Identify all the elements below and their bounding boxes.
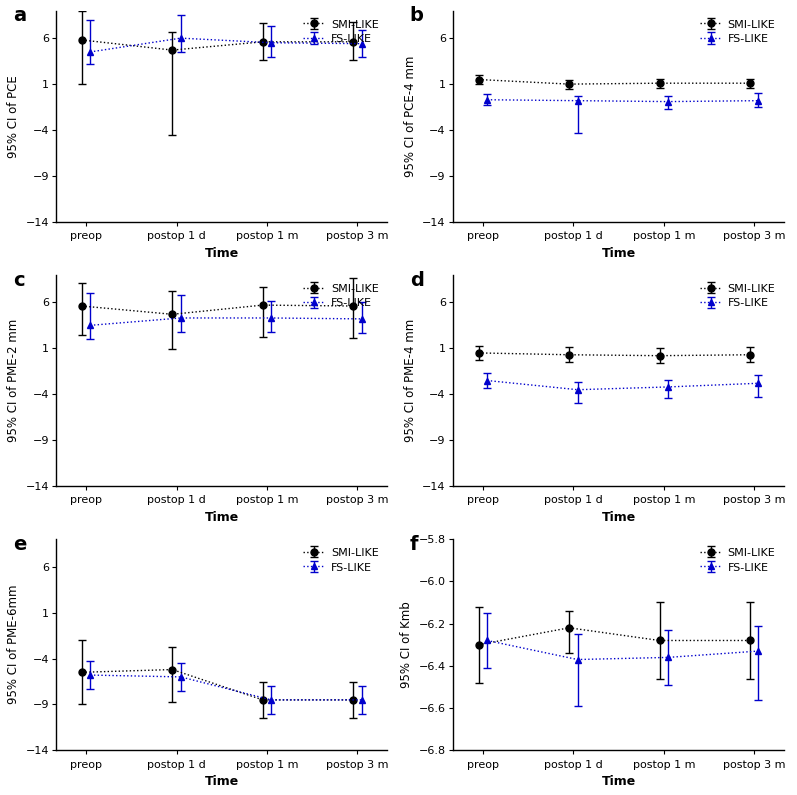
Legend: SMI-LIKE, FS-LIKE: SMI-LIKE, FS-LIKE: [300, 16, 382, 48]
Text: c: c: [13, 270, 25, 289]
Legend: SMI-LIKE, FS-LIKE: SMI-LIKE, FS-LIKE: [697, 16, 779, 48]
X-axis label: Time: Time: [205, 511, 239, 524]
Text: a: a: [13, 6, 26, 25]
Legend: SMI-LIKE, FS-LIKE: SMI-LIKE, FS-LIKE: [697, 281, 779, 312]
Legend: SMI-LIKE, FS-LIKE: SMI-LIKE, FS-LIKE: [697, 545, 779, 576]
Text: e: e: [13, 535, 26, 554]
Text: d: d: [410, 270, 423, 289]
Y-axis label: 95% CI of PCE-4 mm: 95% CI of PCE-4 mm: [404, 56, 417, 177]
Legend: SMI-LIKE, FS-LIKE: SMI-LIKE, FS-LIKE: [300, 545, 382, 576]
X-axis label: Time: Time: [205, 775, 239, 788]
X-axis label: Time: Time: [602, 246, 636, 260]
X-axis label: Time: Time: [602, 775, 636, 788]
Legend: SMI-LIKE, FS-LIKE: SMI-LIKE, FS-LIKE: [300, 281, 382, 312]
Y-axis label: 95% CI of PME-4 mm: 95% CI of PME-4 mm: [404, 319, 417, 442]
Text: f: f: [410, 535, 418, 554]
Y-axis label: 95% CI of Kmb: 95% CI of Kmb: [400, 601, 413, 688]
X-axis label: Time: Time: [205, 246, 239, 260]
Y-axis label: 95% CI of PCE: 95% CI of PCE: [7, 75, 20, 157]
Text: b: b: [410, 6, 423, 25]
Y-axis label: 95% CI of PME-6mm: 95% CI of PME-6mm: [7, 585, 20, 704]
Y-axis label: 95% CI of PME-2 mm: 95% CI of PME-2 mm: [7, 319, 20, 442]
X-axis label: Time: Time: [602, 511, 636, 524]
